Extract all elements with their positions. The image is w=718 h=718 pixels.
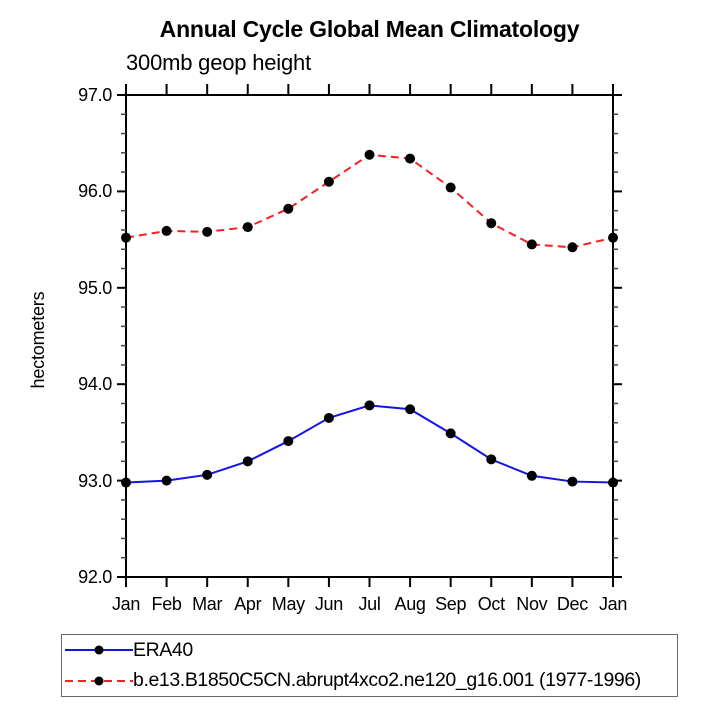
x-tick-label: Sep	[435, 594, 467, 614]
data-point-marker	[486, 454, 497, 465]
era40-line-sample	[65, 645, 133, 655]
x-tick-label: Oct	[477, 594, 505, 614]
legend-box: ERA40 b.e13.B1850C5CN.abrupt4xco2.ne120_…	[61, 634, 678, 697]
y-tick-label: 92.0	[78, 567, 112, 587]
data-point-marker	[364, 149, 375, 160]
series-line-model	[125, 153, 614, 249]
axis-frame	[125, 94, 614, 578]
x-tick-label: Dec	[556, 594, 588, 614]
data-point-marker	[121, 232, 131, 243]
x-tick-label: Jan	[111, 594, 141, 614]
data-point-marker	[202, 469, 213, 480]
legend-entry-model: b.e13.B1850C5CN.abrupt4xco2.ne120_g16.00…	[62, 666, 677, 697]
data-point-marker	[526, 239, 537, 250]
data-point-marker	[608, 232, 618, 243]
x-tick-label: Nov	[516, 594, 548, 614]
chart-title: Annual Cycle Global Mean Climatology	[159, 16, 580, 42]
legend-entry-era40: ERA40	[62, 635, 677, 666]
x-tick-label: Jun	[314, 594, 343, 614]
data-point-marker	[242, 456, 253, 467]
data-point-marker	[445, 182, 456, 193]
data-point-marker	[323, 176, 334, 187]
x-tick-label: Aug	[394, 594, 426, 614]
y-tick-label: 97.0	[78, 85, 112, 105]
series-line-era40	[125, 404, 614, 484]
data-point-marker	[323, 412, 334, 423]
data-point-marker	[283, 203, 294, 214]
data-point-marker	[405, 153, 416, 164]
data-point-marker	[567, 476, 578, 487]
data-point-marker	[161, 225, 172, 236]
data-point-marker	[364, 400, 375, 411]
data-point-marker	[608, 477, 618, 488]
data-point-marker	[121, 477, 131, 488]
data-point-marker	[526, 470, 537, 481]
legend-label-model: b.e13.B1850C5CN.abrupt4xco2.ne120_g16.00…	[133, 669, 641, 692]
data-point-marker	[567, 242, 578, 253]
x-tick-label: Apr	[234, 594, 262, 614]
x-tick-label: Jul	[358, 594, 381, 614]
data-point-marker	[283, 436, 294, 447]
data-point-marker	[161, 475, 172, 486]
x-tick-label: May	[271, 594, 305, 614]
data-point-marker	[486, 218, 497, 229]
x-tick-label: Feb	[151, 594, 182, 614]
data-point-marker	[202, 226, 213, 237]
y-tick-label: 96.0	[78, 181, 112, 202]
chart-subtitle: 300mb geop height	[126, 50, 311, 75]
data-point-marker	[242, 222, 253, 233]
x-tick-label: Jan	[598, 594, 628, 614]
y-tick-label: 94.0	[78, 374, 112, 395]
x-tick-label: Mar	[192, 594, 223, 614]
y-tick-label: 93.0	[78, 470, 112, 491]
data-point-marker	[405, 404, 416, 415]
data-point-marker	[445, 428, 456, 439]
y-tick-label: 95.0	[78, 277, 112, 298]
legend-label-era40: ERA40	[133, 638, 193, 661]
model-line-sample	[65, 676, 133, 686]
